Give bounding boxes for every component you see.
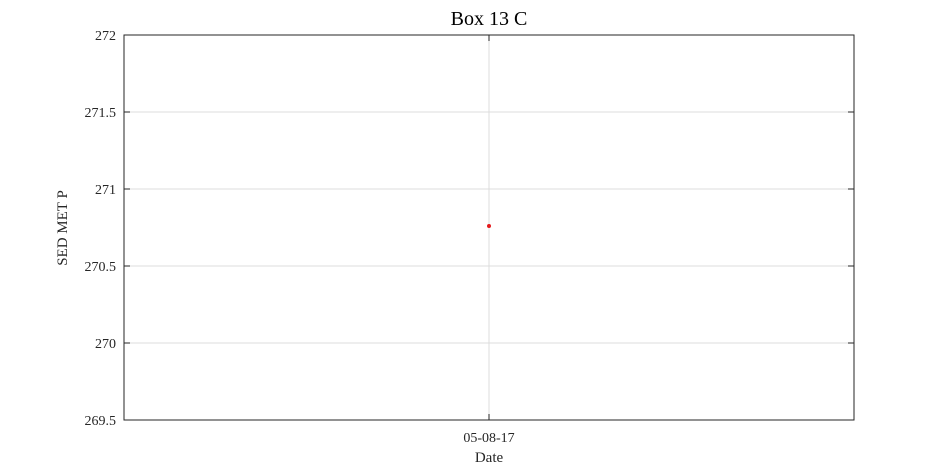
y-tick-label: 270.5: [85, 260, 117, 275]
y-tick-label: 270: [95, 337, 116, 352]
y-tick-label: 271: [95, 183, 116, 198]
x-axis-label: Date: [475, 450, 504, 466]
data-points: [487, 223, 491, 228]
y-tick-label: 272: [95, 29, 116, 44]
ticks: 269.5 270 270.5 271 271.5 272 05-08-17: [85, 29, 854, 446]
y-axis-label: SED MET P: [55, 190, 71, 266]
y-tick-label: 271.5: [85, 106, 117, 121]
x-tick-label: 05-08-17: [463, 431, 514, 446]
chart-title: Box 13 C: [451, 8, 528, 30]
data-point: [487, 223, 491, 228]
y-tick-label: 269.5: [85, 414, 117, 429]
